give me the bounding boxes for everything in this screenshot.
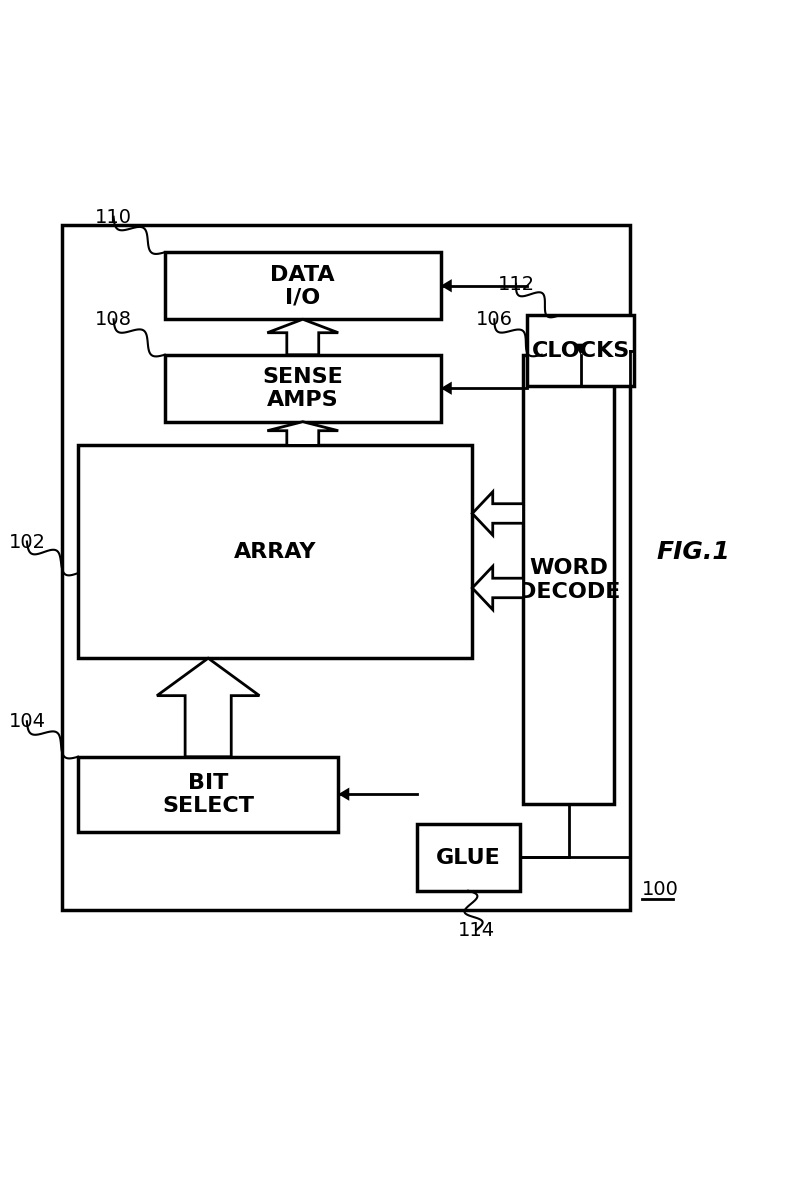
Text: 108: 108 <box>95 310 132 329</box>
Polygon shape <box>440 279 451 293</box>
Text: FIG.1: FIG.1 <box>656 541 729 564</box>
Text: 104: 104 <box>8 712 46 731</box>
Text: GLUE: GLUE <box>435 847 500 867</box>
Polygon shape <box>157 659 259 757</box>
Text: 102: 102 <box>8 532 46 551</box>
Text: SENSE
AMPS: SENSE AMPS <box>262 367 343 411</box>
Text: 110: 110 <box>95 208 132 227</box>
Polygon shape <box>267 319 338 355</box>
Text: 106: 106 <box>475 310 512 329</box>
Bar <box>62 225 630 911</box>
Text: 114: 114 <box>457 920 495 939</box>
Polygon shape <box>440 382 451 395</box>
Bar <box>527 316 634 387</box>
Polygon shape <box>574 344 586 355</box>
Text: ARRAY: ARRAY <box>234 542 316 562</box>
Bar <box>523 355 614 804</box>
Text: CLOCKS: CLOCKS <box>531 341 630 361</box>
Bar <box>165 355 440 422</box>
Bar <box>165 253 440 319</box>
Bar <box>78 446 472 659</box>
Polygon shape <box>472 492 523 536</box>
Text: 112: 112 <box>497 274 535 293</box>
Text: DATA
I/O: DATA I/O <box>270 265 335 308</box>
Bar <box>78 757 338 832</box>
Text: BIT
SELECT: BIT SELECT <box>162 772 254 816</box>
Text: 100: 100 <box>642 880 678 899</box>
Bar <box>417 823 519 891</box>
Polygon shape <box>267 422 338 446</box>
Text: WORD
DECODE: WORD DECODE <box>517 558 619 601</box>
Polygon shape <box>338 788 349 801</box>
Polygon shape <box>472 567 523 610</box>
